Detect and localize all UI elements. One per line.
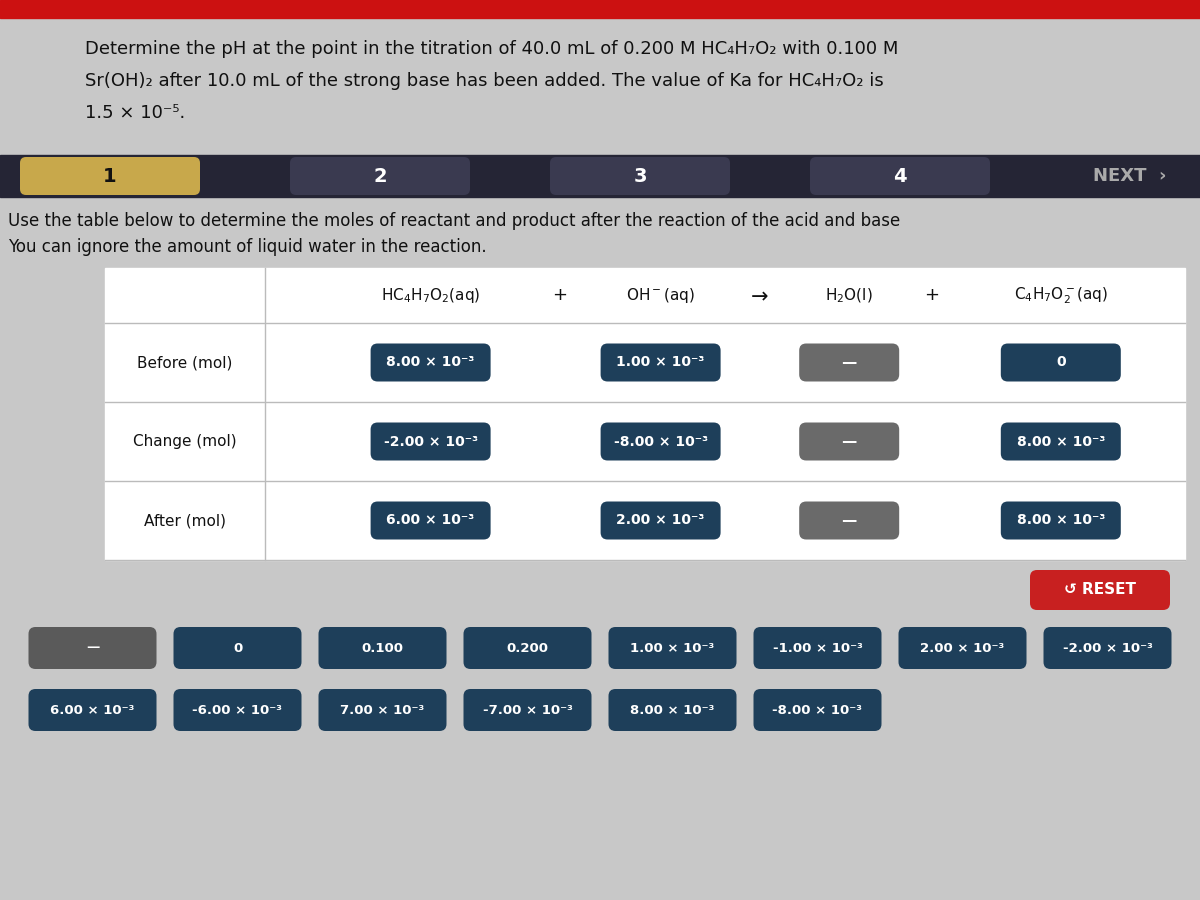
- Text: 2: 2: [373, 166, 386, 185]
- Text: -2.00 × 10⁻³: -2.00 × 10⁻³: [1062, 642, 1152, 654]
- Text: 3: 3: [634, 166, 647, 185]
- FancyBboxPatch shape: [20, 157, 200, 195]
- Text: 6.00 × 10⁻³: 6.00 × 10⁻³: [386, 514, 475, 527]
- Text: -8.00 × 10⁻³: -8.00 × 10⁻³: [773, 704, 863, 716]
- Text: -6.00 × 10⁻³: -6.00 × 10⁻³: [192, 704, 282, 716]
- Text: 1: 1: [103, 166, 116, 185]
- FancyBboxPatch shape: [799, 422, 899, 461]
- Text: HC$_4$H$_7$O$_2$(aq): HC$_4$H$_7$O$_2$(aq): [380, 286, 480, 305]
- Text: Use the table below to determine the moles of reactant and product after the rea: Use the table below to determine the mol…: [8, 212, 900, 230]
- Text: 8.00 × 10⁻³: 8.00 × 10⁻³: [386, 356, 475, 370]
- FancyBboxPatch shape: [318, 627, 446, 669]
- Text: 1.00 × 10⁻³: 1.00 × 10⁻³: [630, 642, 715, 654]
- Text: —: —: [841, 513, 857, 528]
- Text: $\rightarrow$: $\rightarrow$: [746, 285, 768, 305]
- Text: —: —: [86, 642, 100, 654]
- Bar: [0, 0, 1200, 18]
- Text: -2.00 × 10⁻³: -2.00 × 10⁻³: [384, 435, 478, 448]
- Text: —: —: [841, 355, 857, 370]
- Text: -8.00 × 10⁻³: -8.00 × 10⁻³: [613, 435, 708, 448]
- Text: H$_2$O(l): H$_2$O(l): [826, 286, 874, 305]
- FancyBboxPatch shape: [799, 501, 899, 539]
- Text: —: —: [841, 434, 857, 449]
- FancyBboxPatch shape: [1044, 627, 1171, 669]
- Text: 0.200: 0.200: [506, 642, 548, 654]
- FancyBboxPatch shape: [290, 157, 470, 195]
- Text: Change (mol): Change (mol): [133, 434, 236, 449]
- FancyBboxPatch shape: [754, 627, 882, 669]
- Text: -7.00 × 10⁻³: -7.00 × 10⁻³: [482, 704, 572, 716]
- FancyBboxPatch shape: [371, 344, 491, 382]
- Text: 8.00 × 10⁻³: 8.00 × 10⁻³: [1016, 435, 1105, 448]
- Text: 8.00 × 10⁻³: 8.00 × 10⁻³: [630, 704, 715, 716]
- Text: +: +: [552, 286, 566, 304]
- Text: 0: 0: [233, 642, 242, 654]
- Text: 6.00 × 10⁻³: 6.00 × 10⁻³: [50, 704, 134, 716]
- Text: 8.00 × 10⁻³: 8.00 × 10⁻³: [1016, 514, 1105, 527]
- Text: 4: 4: [893, 166, 907, 185]
- Text: 0: 0: [1056, 356, 1066, 370]
- Text: Determine the pH at the point in the titration of 40.0 mL of 0.200 M HC₄H₇O₂ wit: Determine the pH at the point in the tit…: [85, 40, 899, 58]
- Text: OH$^-$(aq): OH$^-$(aq): [626, 286, 695, 305]
- FancyBboxPatch shape: [174, 627, 301, 669]
- FancyBboxPatch shape: [810, 157, 990, 195]
- FancyBboxPatch shape: [600, 344, 720, 382]
- FancyBboxPatch shape: [371, 501, 491, 539]
- Text: NEXT  ›: NEXT ›: [1093, 167, 1166, 185]
- Text: 0.100: 0.100: [361, 642, 403, 654]
- Text: Sr(OH)₂ after 10.0 mL of the strong base has been added. The value of Ka for HC₄: Sr(OH)₂ after 10.0 mL of the strong base…: [85, 72, 883, 90]
- FancyBboxPatch shape: [799, 344, 899, 382]
- FancyBboxPatch shape: [318, 689, 446, 731]
- FancyBboxPatch shape: [600, 422, 720, 461]
- FancyBboxPatch shape: [174, 689, 301, 731]
- Text: +: +: [924, 286, 940, 304]
- FancyBboxPatch shape: [371, 422, 491, 461]
- FancyBboxPatch shape: [608, 627, 737, 669]
- Bar: [106, 268, 1186, 560]
- FancyBboxPatch shape: [1001, 501, 1121, 539]
- FancyBboxPatch shape: [899, 627, 1026, 669]
- Text: 1.5 × 10⁻⁵.: 1.5 × 10⁻⁵.: [85, 104, 185, 122]
- Text: 1.00 × 10⁻³: 1.00 × 10⁻³: [617, 356, 704, 370]
- Text: -1.00 × 10⁻³: -1.00 × 10⁻³: [773, 642, 863, 654]
- FancyBboxPatch shape: [29, 689, 156, 731]
- Text: You can ignore the amount of liquid water in the reaction.: You can ignore the amount of liquid wate…: [8, 238, 487, 256]
- Text: 2.00 × 10⁻³: 2.00 × 10⁻³: [920, 642, 1004, 654]
- Text: ↺ RESET: ↺ RESET: [1064, 582, 1136, 598]
- FancyBboxPatch shape: [1001, 344, 1121, 382]
- FancyBboxPatch shape: [463, 627, 592, 669]
- FancyBboxPatch shape: [1030, 570, 1170, 610]
- Bar: [0, 155, 1200, 197]
- FancyBboxPatch shape: [608, 689, 737, 731]
- FancyBboxPatch shape: [29, 627, 156, 669]
- Text: 7.00 × 10⁻³: 7.00 × 10⁻³: [341, 704, 425, 716]
- Text: C$_4$H$_7$O$_2^-$(aq): C$_4$H$_7$O$_2^-$(aq): [1014, 285, 1108, 306]
- FancyBboxPatch shape: [1001, 422, 1121, 461]
- Text: Before (mol): Before (mol): [137, 355, 233, 370]
- FancyBboxPatch shape: [550, 157, 730, 195]
- FancyBboxPatch shape: [754, 689, 882, 731]
- FancyBboxPatch shape: [600, 501, 720, 539]
- Text: 2.00 × 10⁻³: 2.00 × 10⁻³: [617, 514, 704, 527]
- FancyBboxPatch shape: [463, 689, 592, 731]
- Text: After (mol): After (mol): [144, 513, 226, 528]
